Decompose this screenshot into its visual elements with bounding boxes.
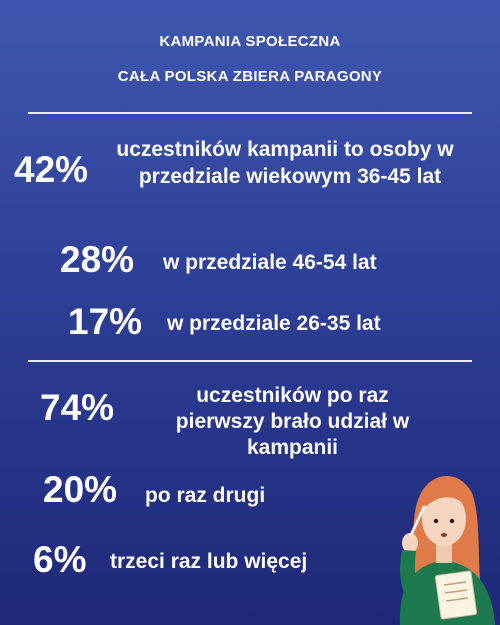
stat-42-percent: 42% <box>14 149 89 190</box>
divider-middle <box>28 360 472 362</box>
stat-74-text-line3: kampanii <box>246 436 339 459</box>
divider-top <box>28 112 472 114</box>
stat-17-percent: 17% <box>68 301 143 342</box>
campaign-label: KAMPANIA SPOŁECZNA <box>159 33 341 50</box>
stat-28-percent: 28% <box>60 239 135 280</box>
stat-17-text: w przedziale 26-35 lat <box>167 312 381 335</box>
stat-28-text: w przedziale 46-54 lat <box>163 251 377 274</box>
stat-74-text-line1: uczestników po raz <box>196 384 389 407</box>
stat-6-percent: 6% <box>33 539 87 580</box>
woman-writing-list-illustration <box>399 475 495 625</box>
stat-20-percent: 20% <box>43 469 118 510</box>
stat-42-text-line2: przedziale wiekowym 36-45 lat <box>138 165 442 188</box>
stat-74-percent: 74% <box>40 387 115 428</box>
stat-74-text-line2: pierwszy brało udział w <box>175 410 410 433</box>
stat-20-text: po raz drugi <box>145 484 266 507</box>
campaign-title: CAŁA POLSKA ZBIERA PARAGONY <box>117 68 383 85</box>
stat-42-text-line1: uczestników kampanii to osoby w <box>116 138 454 161</box>
stat-6-text: trzeci raz lub więcej <box>110 550 308 573</box>
